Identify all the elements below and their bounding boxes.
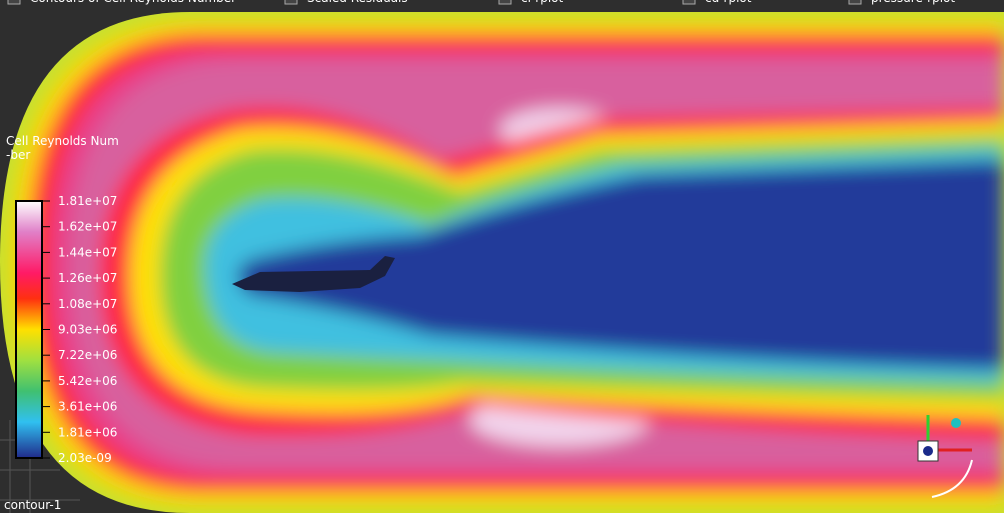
legend-label: 5.42e+06	[58, 374, 117, 388]
tab-icon	[7, 0, 21, 5]
tab-icon	[284, 0, 298, 5]
legend-label: 2.03e-09	[58, 451, 112, 465]
aircraft	[232, 256, 395, 292]
legend-label: 1.81e+06	[58, 425, 117, 439]
axis-triad	[917, 415, 973, 498]
tab-icon	[682, 0, 696, 5]
tab-label: pressure-rplot	[871, 0, 955, 5]
legend: Cell Reynolds Num -ber 1.81e+07 1.62e+07 1…	[6, 134, 119, 465]
tab-label: Contours of Cell Reynolds Number	[30, 0, 236, 5]
legend-label: 1.08e+07	[58, 297, 117, 311]
tab-label: cl-rplot	[521, 0, 563, 5]
tab-icon	[848, 0, 862, 5]
tab-icon	[498, 0, 512, 5]
legend-label: 1.44e+07	[58, 245, 117, 259]
tab-label: cd-rplot	[705, 0, 752, 5]
colorbar	[15, 200, 43, 459]
footer-label: contour-1	[4, 498, 61, 512]
legend-label: 1.81e+07	[58, 194, 117, 208]
legend-label: 1.62e+07	[58, 220, 117, 234]
legend-title: Cell Reynolds Num	[6, 134, 119, 148]
legend-title: -ber	[6, 148, 30, 162]
legend-label: 3.61e+06	[58, 400, 117, 414]
legend-label: 9.03e+06	[58, 323, 117, 337]
legend-label: 1.26e+07	[58, 271, 117, 285]
tab-bar: Contours of Cell Reynolds Number Scaled R…	[7, 0, 955, 5]
tab-label: Scaled Residuals	[307, 0, 408, 5]
legend-label: 7.22e+06	[58, 348, 117, 362]
